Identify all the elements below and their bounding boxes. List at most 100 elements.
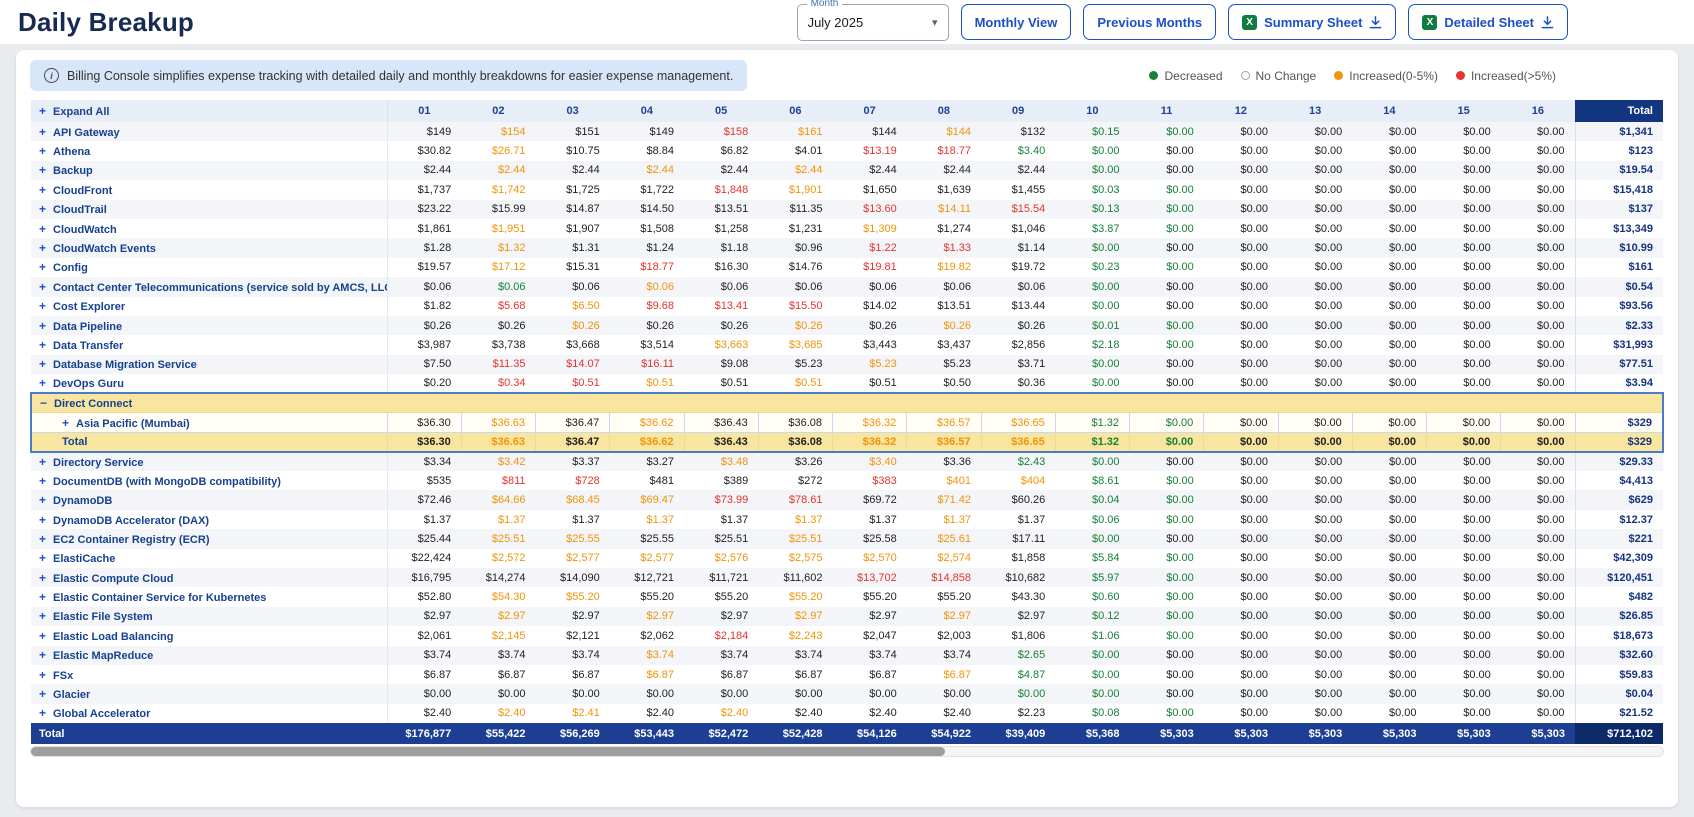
service-name[interactable]: Data Transfer xyxy=(53,339,124,352)
day-value-cell: $0.00 xyxy=(1166,377,1194,390)
day-value-cell: $1.33 xyxy=(943,242,971,255)
day-value-cell: $0.00 xyxy=(1091,145,1120,158)
expand-icon[interactable]: + xyxy=(39,279,47,294)
group-name[interactable]: Direct Connect xyxy=(54,398,133,411)
service-name[interactable]: EC2 Container Registry (ECR) xyxy=(53,533,210,546)
service-name[interactable]: CloudWatch xyxy=(53,223,117,236)
month-select[interactable]: Month July 2025 ▾ xyxy=(796,0,949,41)
expand-icon[interactable]: + xyxy=(39,687,47,702)
expand-icon[interactable]: + xyxy=(39,667,47,682)
expand-icon[interactable]: + xyxy=(39,376,47,391)
day-value-cell: $132 xyxy=(1020,125,1046,138)
expand-icon[interactable]: + xyxy=(39,570,47,585)
day-value-cell: $7.50 xyxy=(423,358,452,371)
service-name[interactable]: CloudWatch Events xyxy=(53,243,156,256)
expand-icon[interactable]: + xyxy=(39,648,47,663)
expand-all-header[interactable]: + Expand All xyxy=(31,100,388,122)
service-name[interactable]: Data Pipeline xyxy=(53,320,123,333)
service-name[interactable]: Cost Explorer xyxy=(53,301,126,314)
expand-icon[interactable]: + xyxy=(39,337,47,352)
day-value-cell: $2,061 xyxy=(417,629,452,642)
summary-sheet-button[interactable]: X Summary Sheet xyxy=(1228,4,1397,40)
service-name[interactable]: Elastic File System xyxy=(53,611,153,624)
service-name[interactable]: CloudFront xyxy=(53,184,113,197)
horizontal-scrollbar-thumb[interactable] xyxy=(31,747,945,757)
day-value-cell: $16.30 xyxy=(714,261,749,274)
service-name[interactable]: DynamoDB xyxy=(53,495,113,508)
day-value-cell: $1,861 xyxy=(417,222,452,235)
expand-icon[interactable]: + xyxy=(39,590,47,605)
service-name[interactable]: DynamoDB Accelerator (DAX) xyxy=(53,514,210,527)
service-name[interactable]: Contact Center Telecommunications (servi… xyxy=(53,281,387,294)
horizontal-scrollbar[interactable] xyxy=(30,746,1664,758)
expand-icon[interactable]: + xyxy=(39,628,47,643)
expand-icon[interactable]: + xyxy=(39,512,47,527)
service-name[interactable]: Glacier xyxy=(53,689,91,702)
service-name[interactable]: ElastiCache xyxy=(53,553,116,566)
expand-icon[interactable]: + xyxy=(39,163,47,178)
expand-icon[interactable]: + xyxy=(39,241,47,256)
previous-months-button[interactable]: Previous Months xyxy=(1083,4,1217,40)
service-name[interactable]: Elastic MapReduce xyxy=(53,650,154,663)
expand-icon[interactable]: + xyxy=(39,124,47,139)
day-value-cell: $11.35 xyxy=(492,358,526,371)
day-value-cell: $3.27 xyxy=(646,455,674,468)
day-value-cell: $0.00 xyxy=(1388,668,1417,681)
service-name[interactable]: Backup xyxy=(53,165,93,178)
service-name-cell: + Athena xyxy=(31,141,388,161)
service-row: + Directory Service $3.34 $3.42 $3.37 $3.27 $3… xyxy=(31,451,1663,472)
day-value-cell: $0.26 xyxy=(646,319,674,332)
service-name[interactable]: DevOps Guru xyxy=(53,378,124,391)
expand-icon[interactable]: + xyxy=(39,473,47,488)
expand-icon[interactable]: + xyxy=(39,144,47,159)
service-name[interactable]: DocumentDB (with MongoDB compatibility) xyxy=(53,475,281,488)
monthly-view-button[interactable]: Monthly View xyxy=(960,4,1072,40)
collapse-icon[interactable]: − xyxy=(40,396,48,411)
service-name[interactable]: Elastic Container Service for Kubernetes xyxy=(53,592,267,605)
day-value-cell: $383 xyxy=(872,474,897,487)
service-name[interactable]: API Gateway xyxy=(53,126,120,139)
day-value-cell: $0.00 xyxy=(1463,222,1491,235)
expand-icon[interactable]: + xyxy=(39,531,47,546)
expand-icon[interactable]: + xyxy=(39,299,47,314)
service-name-cell: + EC2 Container Registry (ECR) xyxy=(31,529,388,549)
service-name[interactable]: FSx xyxy=(53,669,74,682)
service-name[interactable]: Global Accelerator xyxy=(53,708,151,721)
expand-icon[interactable]: + xyxy=(39,493,47,508)
service-name[interactable]: Asia Pacific (Mumbai) xyxy=(76,417,190,430)
day-value-cell: $0.00 xyxy=(1388,338,1417,351)
expand-icon[interactable]: + xyxy=(39,551,47,566)
detailed-sheet-button[interactable]: X Detailed Sheet xyxy=(1408,4,1568,40)
day-value-cell: $69.72 xyxy=(863,494,897,507)
day-value-cell: $389 xyxy=(723,474,749,487)
day-value-cell: $0.00 xyxy=(1240,707,1268,720)
service-name-cell: + Data Pipeline xyxy=(31,315,388,336)
day-value-cell: $11,602 xyxy=(783,571,823,584)
expand-icon[interactable]: + xyxy=(39,357,47,372)
expand-icon[interactable]: + xyxy=(39,454,47,469)
expand-icon[interactable]: + xyxy=(39,202,47,217)
day-value-cell: $0.50 xyxy=(943,377,971,390)
expand-icon[interactable]: + xyxy=(39,182,47,197)
footer-day-total-cell: $54,922 xyxy=(906,723,981,745)
expand-icon[interactable]: + xyxy=(39,609,47,624)
expand-icon[interactable]: + xyxy=(39,260,47,275)
service-name[interactable]: Elastic Compute Cloud xyxy=(53,572,174,585)
service-name[interactable]: Database Migration Service xyxy=(53,359,197,372)
expand-icon[interactable]: + xyxy=(62,415,70,430)
service-name[interactable]: Athena xyxy=(53,146,91,159)
expand-icon[interactable]: + xyxy=(39,221,47,236)
service-name[interactable]: Directory Service xyxy=(53,456,144,469)
legend-item: No Change xyxy=(1240,69,1316,83)
group-total-label: Total xyxy=(62,435,88,448)
service-name[interactable]: CloudTrail xyxy=(53,204,107,217)
day-value-cell: $0.00 xyxy=(1314,494,1343,507)
day-value-cell: $0.00 xyxy=(1314,552,1343,565)
expand-all-icon[interactable]: + xyxy=(39,104,47,118)
day-value-cell: $0.06 xyxy=(572,280,600,293)
service-name[interactable]: Elastic Load Balancing xyxy=(53,630,174,643)
expand-icon[interactable]: + xyxy=(39,706,47,721)
service-name[interactable]: Config xyxy=(53,262,88,275)
day-value-cell: $5.68 xyxy=(497,300,526,313)
expand-icon[interactable]: + xyxy=(39,318,47,333)
